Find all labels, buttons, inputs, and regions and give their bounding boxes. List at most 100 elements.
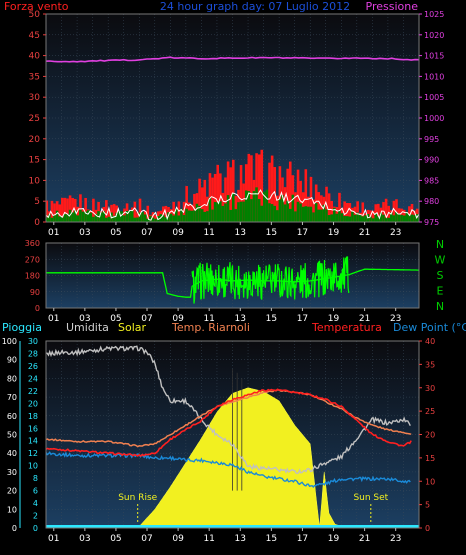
rain-mm-tick-label: 28 (28, 349, 38, 358)
wind-average-bar (200, 209, 204, 222)
pressure-y-tick-label: 1010 (424, 72, 444, 81)
wind-average-bar (291, 194, 295, 222)
dew-point-line (45, 451, 411, 489)
legend-room-temp: Temp. Riarnoli (171, 321, 250, 334)
wind-y-tick-label: 50 (29, 10, 41, 20)
wind-average-bar (180, 208, 183, 222)
wind-pressure-marks (45, 56, 420, 222)
direction-x-tick-label: 03 (79, 314, 90, 324)
wind-average-bar (143, 214, 147, 222)
temperature-ticks: 0102030405060708090100024681012141618202… (2, 337, 435, 544)
wind-pressure-ticks: 0510152025303540455097598098599099510001… (29, 10, 445, 238)
wind-average-bar (345, 216, 349, 222)
wind-axis-title: Forza vento (4, 0, 69, 13)
rain-mm-tick-label: 16 (28, 424, 38, 433)
wind-x-tick-label: 09 (172, 228, 184, 238)
wind-average-bar (348, 216, 352, 222)
wind-average-bar (149, 215, 152, 222)
wind-average-bar (128, 211, 131, 222)
wind-x-tick-label: 23 (390, 228, 401, 238)
wind-y-tick-label: 25 (29, 114, 40, 124)
wind-average-bar (397, 214, 401, 222)
wind-average-bar (257, 199, 261, 222)
wind-gust-bar (387, 205, 390, 222)
wind-average-bar (301, 206, 305, 222)
wind-average-bar (374, 213, 378, 222)
wind-gust-bar (84, 197, 87, 222)
rain-mm-tick-label: 26 (28, 362, 38, 371)
wind-x-tick-label: 15 (266, 228, 277, 238)
wind-gust-bar (276, 195, 279, 222)
wind-average-bar (379, 212, 383, 222)
wind-gust-bar (61, 197, 64, 222)
wind-y-tick-label: 5 (34, 197, 40, 207)
wind-gust-bar (107, 209, 111, 222)
wind-average-bar (138, 212, 142, 222)
pressure-y-tick-label: 1000 (424, 114, 444, 123)
pressure-line (45, 56, 420, 63)
temperature-x-tick-label: 21 (359, 534, 370, 544)
wind-average-bar (400, 214, 403, 222)
wind-x-tick-label: 21 (359, 228, 370, 238)
pressure-axis-title: Pressione (366, 0, 419, 13)
rain-mm-tick-label: 12 (28, 449, 38, 458)
direction-x-tick-label: 21 (359, 314, 370, 324)
wind-average-bar (203, 211, 207, 222)
wind-y-tick-label: 30 (29, 93, 41, 103)
wind-gust-bar (200, 187, 204, 222)
rain-humidity-tick-label: 80 (7, 374, 17, 383)
wind-gust-bar (66, 198, 69, 222)
wind-average-bar (389, 212, 393, 222)
wind-average-bar (162, 215, 165, 222)
temperature-x-tick-label: 05 (110, 534, 121, 544)
wind-average-bar (167, 212, 170, 222)
wind-gust-bar (317, 192, 321, 222)
wind-gust-bar (361, 202, 365, 222)
legend-humidity: Umidita (66, 321, 109, 334)
wind-average-bar (320, 209, 323, 222)
wind-average-bar (164, 217, 168, 222)
wind-average-bar (263, 191, 266, 222)
wind-gust-bar (198, 178, 201, 222)
temperature-y-tick-label: 0 (425, 524, 430, 533)
wind-average-bar (392, 215, 396, 222)
wind-average-bar (76, 215, 80, 222)
wind-average-bar (413, 215, 416, 222)
wind-average-bar (81, 211, 85, 222)
wind-average-bar (48, 214, 51, 222)
wind-gust-bar (151, 212, 155, 222)
wind-gust-bar (408, 206, 411, 222)
wind-gust-bar (395, 199, 398, 222)
wind-average-bar (276, 210, 279, 222)
wind-gust-bar (92, 198, 95, 222)
solar-area (137, 387, 373, 529)
direction-y-tick-label: 360 (25, 239, 40, 248)
legend-dew-point: Dew Point (°C) (393, 321, 466, 334)
wind-gust-bar (348, 203, 352, 222)
wind-average-bar (79, 209, 82, 222)
wind-average-bar (369, 216, 372, 222)
wind-average-bar (410, 214, 414, 222)
wind-average-bar (172, 215, 175, 222)
sun-event-label: Sun Set (353, 493, 388, 503)
wind-average-bar (351, 211, 354, 222)
rain-mm-tick-label: 0 (33, 524, 38, 533)
wind-average-bar (358, 214, 362, 222)
wind-average-bar (118, 211, 121, 222)
wind-average-bar (288, 208, 292, 222)
wind-average-bar (338, 210, 341, 222)
compass-label: N (436, 238, 444, 251)
wind-gust-bar (247, 153, 251, 222)
wind-direction-panel: 0 90 180 270 360 01 03 05 07 09 11 13 15 17 19 21 23 (25, 239, 420, 324)
wind-average-bar (273, 205, 277, 222)
wind-average-bar (387, 217, 390, 222)
wind-pressure-panel: 0510152025303540455097598098599099510001… (29, 10, 445, 238)
wind-gust-bar (226, 161, 230, 222)
direction-y-tick-label: 270 (25, 255, 40, 264)
temperature-y-tick-label: 25 (425, 407, 435, 416)
wind-average-bar (216, 202, 220, 222)
wind-average-bar (102, 211, 106, 222)
wind-average-bar (177, 215, 181, 222)
wind-gust-bar (356, 201, 359, 222)
wind-y-tick-label: 40 (29, 52, 41, 62)
